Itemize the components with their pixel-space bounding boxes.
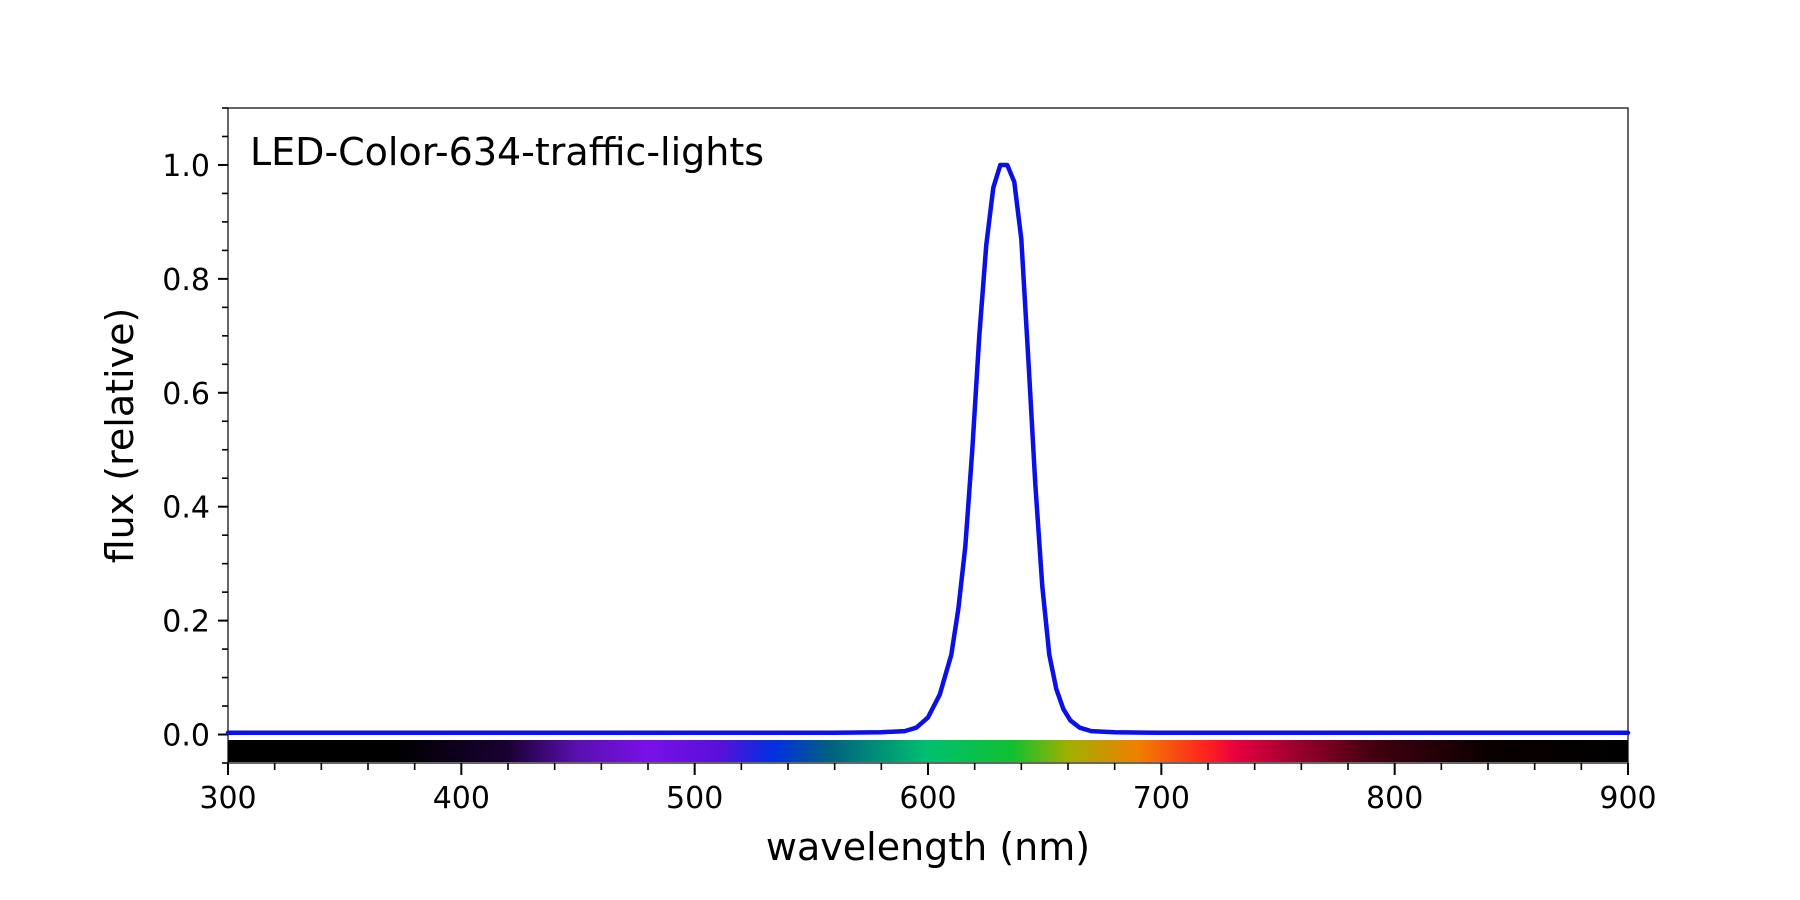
- y-tick-label: 0.0: [162, 719, 210, 754]
- x-tick-label: 800: [1366, 781, 1423, 816]
- chart-title: LED-Color-634-traffic-lights: [250, 130, 764, 174]
- x-tick-label: 400: [433, 781, 490, 816]
- y-tick-label: 1.0: [162, 149, 210, 184]
- y-axis-label: flux (relative): [98, 308, 142, 564]
- x-tick-label: 300: [199, 781, 256, 816]
- plot-area: 0.0 0.2 0.4 0.6 0.8 1.0 300 400 500 600 700 800 900 w…: [98, 107, 1657, 869]
- x-tick-label: 600: [899, 781, 956, 816]
- y-tick-label: 0.4: [162, 491, 210, 526]
- x-tick-label: 900: [1599, 781, 1656, 816]
- x-tick-label: 700: [1133, 781, 1190, 816]
- y-tick-label: 0.2: [162, 605, 210, 640]
- plot-frame: [227, 107, 1629, 764]
- y-tick-label: 0.8: [162, 263, 210, 298]
- spectrum-bar: [228, 740, 1628, 762]
- x-tick-label: 500: [666, 781, 723, 816]
- x-axis-label: wavelength (nm): [766, 825, 1090, 869]
- series-line: [225, 162, 1631, 736]
- y-tick-label: 0.6: [162, 377, 210, 412]
